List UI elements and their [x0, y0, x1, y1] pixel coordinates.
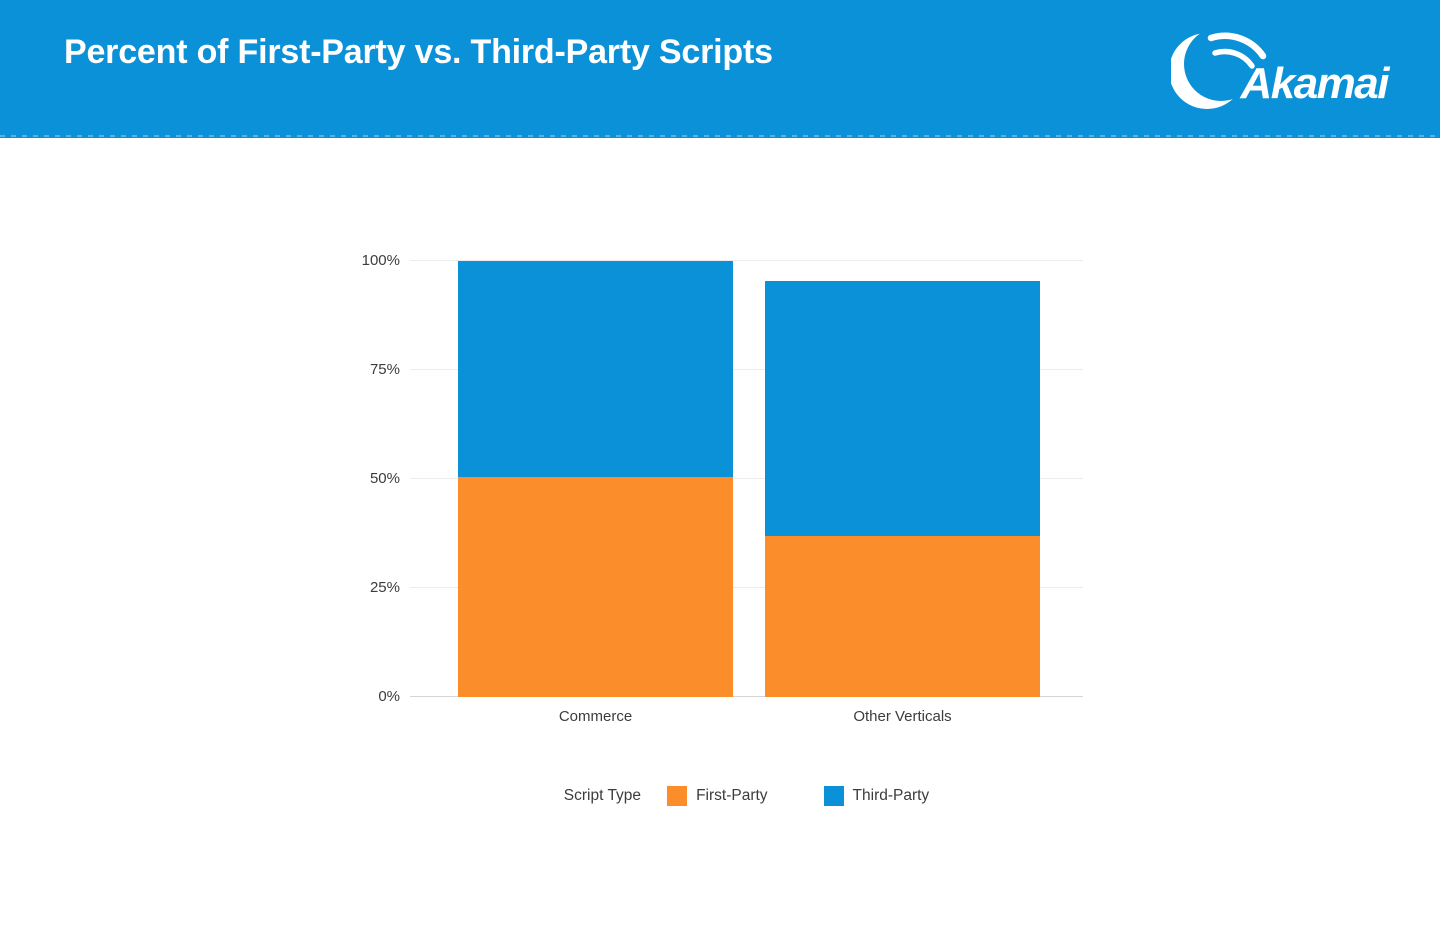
y-tick-label-100: 100%: [361, 252, 400, 269]
legend-title: Script Type: [563, 787, 642, 804]
x-tick-label-other-verticals: Other Verticals: [853, 708, 952, 725]
legend-item-third-party: Third-Party: [823, 786, 930, 806]
plot-area: [410, 260, 1083, 697]
legend-item-first-party: First-Party: [667, 786, 768, 806]
y-tick-label-75: 75%: [369, 361, 400, 378]
y-tick-label-0: 0%: [378, 688, 400, 705]
bar-other-verticals-third-party: [765, 280, 1040, 536]
legend: Script Type First-Party Third-Party: [410, 786, 1083, 806]
bar-commerce-first-party: [458, 476, 733, 697]
gridline-50: [410, 478, 1083, 479]
first-party-swatch: [667, 786, 688, 806]
y-tick-label-25: 25%: [369, 579, 400, 596]
gridline-25: [410, 587, 1083, 588]
bar-commerce-third-party: [458, 261, 733, 477]
legend-label-first-party: First-Party: [696, 787, 768, 804]
header-banner: Percent of First-Party vs. Third-Party S…: [0, 0, 1440, 138]
x-tick-label-commerce: Commerce: [558, 708, 633, 725]
gridline-0: [410, 696, 1083, 697]
akamai-swoosh-icon: [1171, 27, 1267, 109]
y-tick-label-50: 50%: [369, 470, 400, 487]
y-axis-labels: 0% 25% 50% 75% 100%: [325, 252, 400, 705]
bar-other-verticals-first-party: [765, 535, 1040, 697]
akamai-logo-text: Akamai: [1240, 59, 1389, 108]
akamai-logo: Akamai: [1171, 27, 1389, 111]
x-axis-labels: Commerce Other Verticals: [410, 708, 1083, 730]
gridline-100: [410, 260, 1083, 261]
third-party-swatch: [823, 786, 844, 806]
gridline-75: [410, 369, 1083, 370]
legend-label-third-party: Third-Party: [852, 787, 930, 804]
page-title: Percent of First-Party vs. Third-Party S…: [64, 33, 773, 71]
